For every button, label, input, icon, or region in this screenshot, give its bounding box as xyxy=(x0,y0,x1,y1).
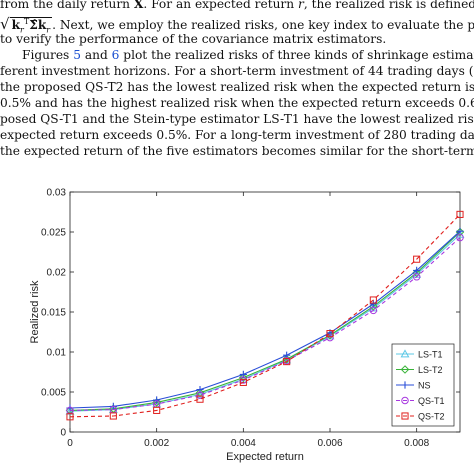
y-tick-label: 0.025 xyxy=(41,228,66,239)
data-point xyxy=(239,378,247,386)
data-point xyxy=(109,412,117,420)
legend-label: NS xyxy=(418,381,431,391)
data-point xyxy=(239,373,248,382)
y-tick-label: 0.015 xyxy=(41,308,66,319)
legend-marker xyxy=(400,365,410,374)
x-tick-label: 0.008 xyxy=(404,438,429,449)
legend-entry: LS-T2 xyxy=(396,365,443,375)
data-point xyxy=(456,233,464,242)
text-segment: plot the realized risks of three kinds o… xyxy=(123,48,474,62)
math-symbol: k xyxy=(37,18,47,33)
legend-entry: QS-T1 xyxy=(396,396,445,406)
x-axis-label: Expected return xyxy=(226,451,304,463)
y-tick-label: 0.02 xyxy=(47,268,67,279)
x-tick-label: 0 xyxy=(67,438,73,449)
legend-marker xyxy=(401,381,409,389)
x-tick-label: 0.004 xyxy=(231,438,256,449)
text-segment: Figures xyxy=(22,48,74,62)
data-point xyxy=(456,227,464,235)
text-segment: . Next, we employ the realized risks, on… xyxy=(52,18,474,33)
data-point xyxy=(326,333,334,342)
data-point xyxy=(413,266,421,274)
data-point xyxy=(456,210,464,218)
sqrt-icon: √ xyxy=(0,15,10,34)
legend-entry: LS-T1 xyxy=(396,349,443,360)
data-point xyxy=(196,395,204,403)
math-symbol: k xyxy=(11,18,21,33)
data-point xyxy=(153,406,161,414)
text-line-4: Figures 5 and 6 plot the realized risks … xyxy=(0,47,474,63)
legend-marker xyxy=(401,396,409,405)
data-point xyxy=(326,330,334,338)
figure-ref-link[interactable]: 6 xyxy=(111,48,120,62)
data-point xyxy=(196,391,204,399)
legend-label: QS-T1 xyxy=(418,396,445,406)
x-tick-label: 0.006 xyxy=(317,438,342,449)
text-segment: and xyxy=(80,48,112,62)
legend-label: QS-T2 xyxy=(418,412,445,422)
data-point xyxy=(66,413,74,421)
legend-label: LS-T2 xyxy=(418,365,443,375)
text-segment: . For an expected return xyxy=(143,0,298,11)
math-subscript: r xyxy=(46,25,51,35)
series-qs-t2 xyxy=(66,210,464,421)
math-subscript: r xyxy=(20,25,24,35)
data-point xyxy=(153,396,161,404)
realized-risk-chart: 0 0.002 0.004 0.006 0.008 0 0.005 0.01 0.015 0.02… xyxy=(29,188,465,463)
legend-marker xyxy=(401,412,409,420)
text-line-7: 0.5% and has the highest realized risk w… xyxy=(0,96,474,110)
text-line-3: to verify the performance of the covaria… xyxy=(0,32,387,46)
math-symbol: r xyxy=(298,0,304,11)
text-line-1: from the daily return X. For an expected… xyxy=(0,0,474,17)
data-point xyxy=(369,300,377,308)
legend-entry: NS xyxy=(396,381,431,391)
math-symbol: Σ̂ xyxy=(29,18,38,33)
text-segment: from the daily return xyxy=(0,0,134,11)
y-axis-label: Realized risk xyxy=(29,280,41,343)
text-line-8: posed QS-T1 and the Stein-type estimator… xyxy=(0,112,474,126)
text-line-10: the expected return of the five estimato… xyxy=(0,144,474,158)
series-line xyxy=(69,231,461,411)
math-superscript: T xyxy=(23,17,30,26)
figure-ref-link[interactable]: 5 xyxy=(73,48,81,62)
y-tick-label: 0 xyxy=(60,428,66,439)
series-line xyxy=(69,237,461,411)
text-line-2: √ krTΣ̂kr. Next, we employ the realized r… xyxy=(0,14,474,39)
data-point xyxy=(369,306,378,315)
paper-text: from the daily return X. For an expected… xyxy=(0,0,474,178)
y-tick-label: 0.005 xyxy=(41,388,66,399)
text-segment: , the realized risk is defined as xyxy=(303,0,474,11)
legend-entry: QS-T2 xyxy=(396,412,445,422)
figure-realized-risk: 0 0.002 0.004 0.006 0.008 0 0.005 0.01 0.015 0.02… xyxy=(0,178,474,470)
data-point xyxy=(283,358,291,366)
math-symbol: X xyxy=(133,0,144,11)
series-line xyxy=(69,214,461,418)
text-line-5: ferent investment horizons. For a short-… xyxy=(0,64,474,78)
data-point xyxy=(413,255,421,263)
data-point xyxy=(369,296,377,304)
series-line xyxy=(69,230,461,409)
x-tick-label: 0.002 xyxy=(144,438,169,449)
legend-marker xyxy=(400,349,410,358)
series-qs-t1 xyxy=(66,233,464,415)
legend-label: LS-T1 xyxy=(418,350,443,360)
y-tick-label: 0.03 xyxy=(47,188,67,199)
text-line-9: expected return exceeds 0.5%. For a long… xyxy=(0,128,474,142)
text-line-6: the proposed QS-T2 has the lowest realiz… xyxy=(0,80,474,94)
y-tick-label: 0.01 xyxy=(47,348,67,359)
data-point xyxy=(412,273,421,281)
